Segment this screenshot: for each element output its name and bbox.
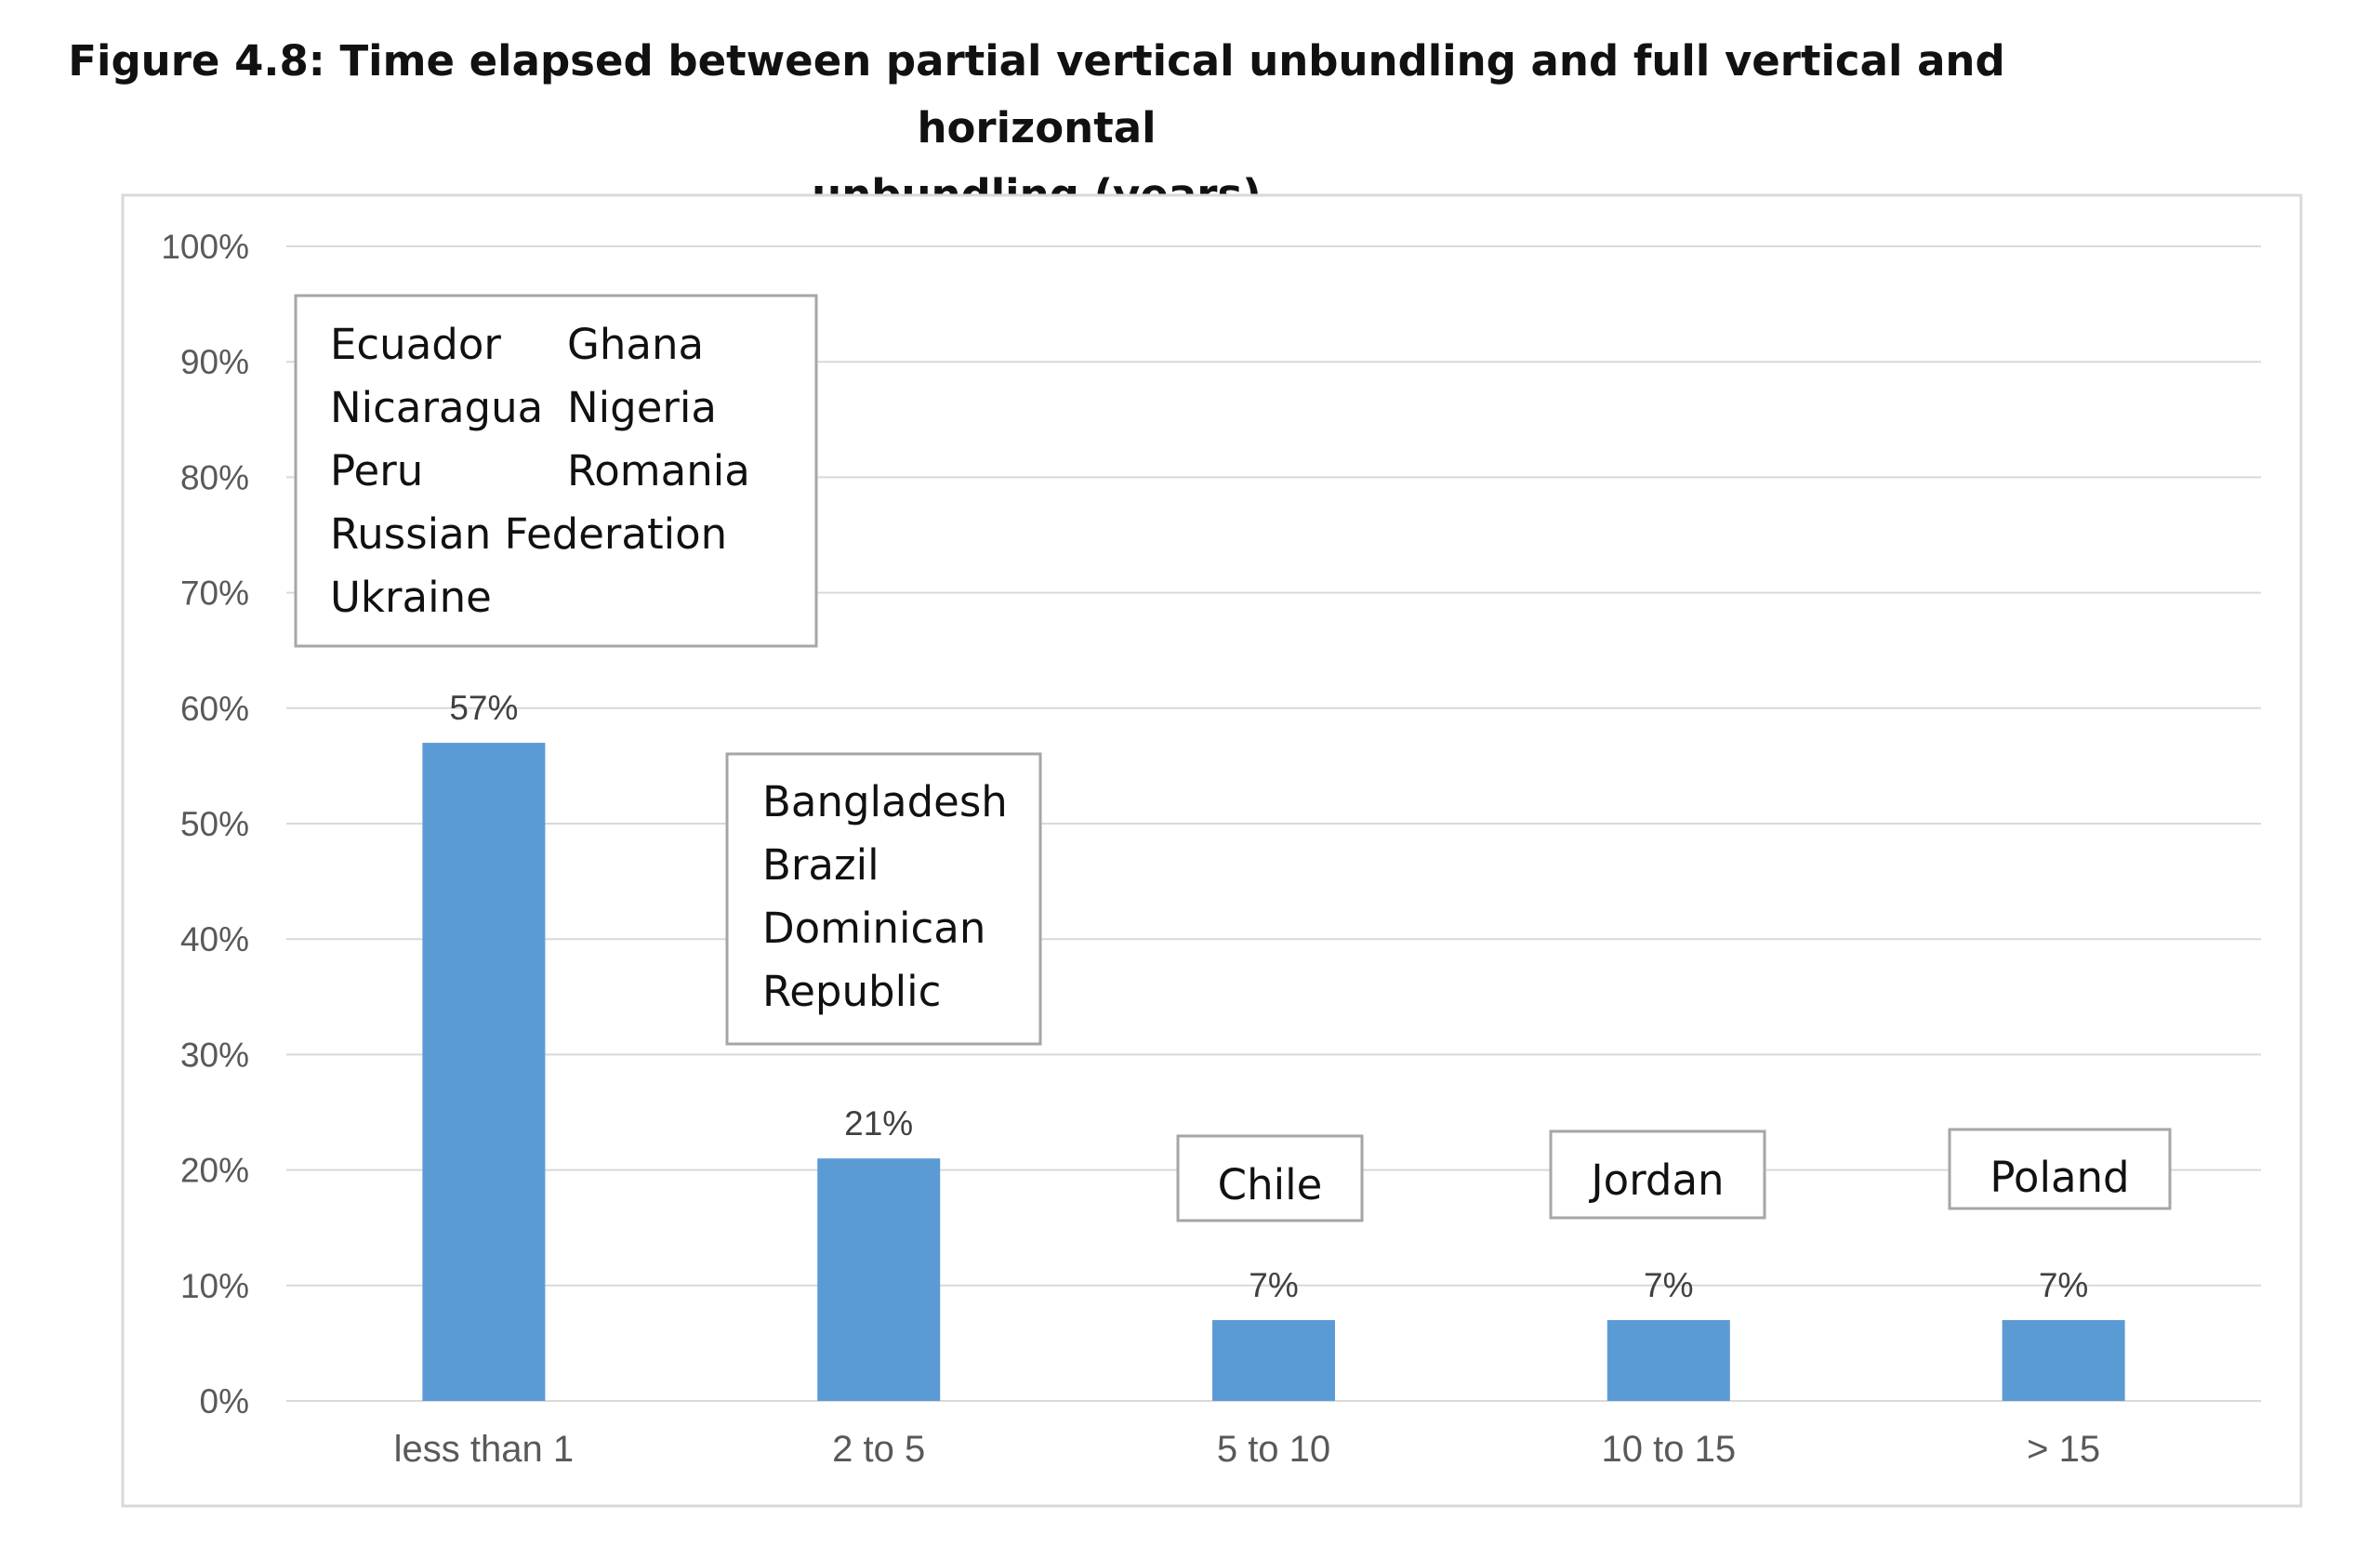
data-label: 7% (2039, 1266, 2088, 1304)
annotation-box: Ecuador Nicaragua Peru Russian Federation Uk… (294, 294, 818, 648)
annotation-country-name: Peru (330, 446, 423, 495)
y-tick-label: 100% (161, 228, 249, 266)
annotation-country-name: Jordan (1588, 1155, 1724, 1205)
annotation-border (1549, 1129, 1766, 1220)
annotation-box: Poland (1948, 1128, 2172, 1210)
y-tick-label: 70% (180, 574, 249, 613)
y-tick-label: 10% (180, 1267, 249, 1305)
annotation-country-name: Nicaragua (330, 383, 543, 432)
annotation-country-name: Ghana (567, 320, 704, 369)
annotation-box: Bangladesh Brazil Dominican Republic (725, 752, 1042, 1046)
y-tick-label: 30% (180, 1036, 249, 1074)
annotation-country-name: Ukraine (330, 573, 492, 622)
x-axis-category-labels: less than 1 2 to 5 5 to 10 10 to 15 > 15 (394, 1429, 2100, 1470)
x-category-label: > 15 (2027, 1429, 2100, 1470)
data-label: 21% (844, 1104, 913, 1142)
annotation-box: Jordan (1549, 1129, 1766, 1220)
x-category-label: 5 to 10 (1217, 1429, 1330, 1470)
y-tick-label: 80% (180, 458, 249, 496)
x-category-label: 10 to 15 (1602, 1429, 1737, 1470)
annotation-border (725, 752, 1042, 1046)
y-tick-label: 60% (180, 690, 249, 728)
annotation-country-name: Brazil (762, 840, 879, 890)
y-tick-label: 50% (180, 805, 249, 843)
bars (422, 743, 2125, 1401)
y-tick-label: 0% (200, 1382, 249, 1420)
y-tick-label: 40% (180, 920, 249, 958)
figure-title: Figure 4.8: Time elapsed between partial… (0, 28, 2073, 229)
annotation-country-name: Republic (762, 967, 941, 1016)
y-tick-label: 20% (180, 1152, 249, 1190)
figure-title-line-1: Figure 4.8: Time elapsed between partial… (68, 36, 2005, 152)
data-labels: 57% 21% 7% 7% 7% (449, 689, 2088, 1304)
data-label: 57% (449, 689, 518, 727)
bar-1 (422, 743, 546, 1401)
annotation-country-name: Dominican (762, 904, 985, 953)
annotation-country-name: Nigeria (567, 383, 717, 432)
annotation-country-name: Poland (1990, 1153, 2129, 1202)
annotation-box: Chile (1176, 1134, 1364, 1222)
annotation-boxes: Ecuador Nicaragua Peru Russian Federation Uk… (294, 294, 2172, 1222)
bar-3 (1212, 1320, 1335, 1401)
data-label: 7% (1249, 1266, 1298, 1304)
annotation-border (1176, 1134, 1364, 1222)
annotation-country-name: Romania (567, 446, 750, 495)
y-tick-label: 90% (180, 343, 249, 381)
y-axis-tick-labels: 0% 10% 20% 30% 40% 50% 60% 70% 80% 90% 100% (161, 228, 249, 1420)
bar-4 (1606, 1320, 1730, 1401)
annotation-country-name: Ecuador (330, 320, 501, 369)
annotation-border (294, 294, 818, 648)
x-category-label: 2 to 5 (832, 1429, 925, 1470)
annotation-country-name: Bangladesh (762, 777, 1008, 826)
bar-2 (817, 1158, 941, 1401)
annotation-country-name: Chile (1218, 1160, 1323, 1209)
bar-5 (2002, 1320, 2125, 1401)
annotation-country-name: Russian Federation (330, 509, 727, 559)
annotation-border (1948, 1128, 2172, 1210)
x-category-label: less than 1 (394, 1429, 574, 1470)
data-label: 7% (1644, 1266, 1693, 1304)
